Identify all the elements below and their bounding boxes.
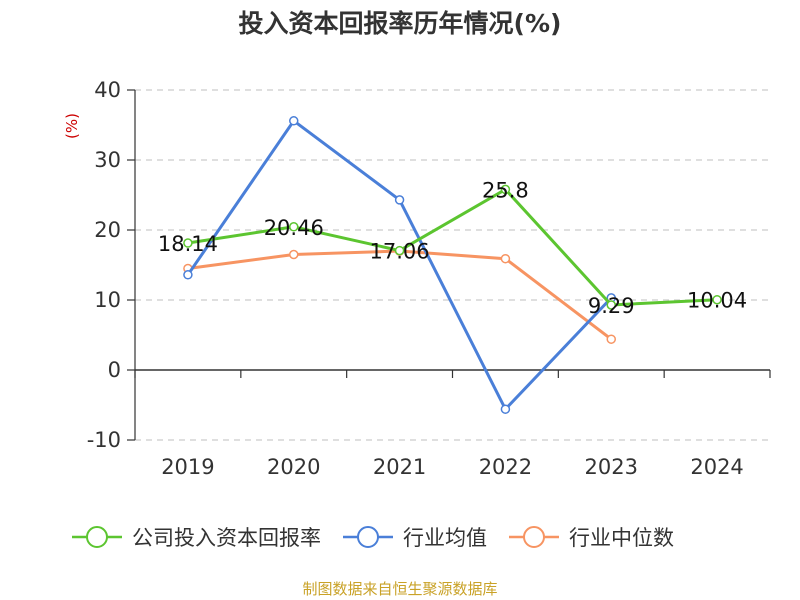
legend-item-1[interactable]: 行业均值 (343, 526, 487, 550)
data-point-0 (712, 294, 722, 305)
x-tick-label: 2020 (267, 455, 320, 479)
x-tick-label: 2022 (479, 455, 532, 479)
legend-item-0[interactable]: 公司投入资本回报率 (72, 526, 321, 550)
y-tick-label: 40 (94, 78, 121, 102)
x-tick-label: 2019 (161, 455, 214, 479)
legend-label: 行业中位数 (569, 526, 674, 550)
legend-swatch-marker (523, 526, 545, 548)
y-tick-label: 0 (108, 358, 121, 382)
data-point-0 (183, 238, 193, 248)
legend-item-2[interactable]: 行业中位数 (509, 526, 674, 550)
data-point-1 (183, 270, 193, 280)
legend-label: 公司投入资本回报率 (132, 526, 321, 550)
y-axis-unit: (%) (63, 113, 81, 139)
data-labels: 18.14 20.46 17.06 25.8 9.29 10.04 (158, 178, 747, 318)
data-point-0 (606, 300, 616, 310)
data-label: 10.04 (687, 289, 747, 313)
y-tick-label: 30 (94, 148, 121, 172)
x-tick-label: 2024 (690, 455, 743, 479)
data-point-2 (500, 253, 511, 264)
x-axis: 2019 2020 2021 2022 2023 2024 (134, 369, 771, 479)
series-line-2 (187, 249, 613, 341)
chart-title: 投入资本回报率历年情况(%) (239, 9, 562, 38)
data-point-1 (394, 195, 405, 205)
data-point-0 (394, 245, 405, 256)
data-point-1 (289, 116, 299, 126)
data-point-0 (500, 184, 511, 195)
data-label: 9.29 (588, 294, 635, 318)
data-label: 25.8 (482, 178, 529, 202)
data-point-2 (289, 249, 299, 260)
legend: 公司投入资本回报率 行业均值 行业中位数 (72, 526, 674, 550)
series-line-0 (187, 187, 718, 307)
y-axis: 40 30 20 10 0 -10 (87, 78, 136, 452)
data-label: 17.06 (370, 240, 430, 264)
data-point-0 (289, 222, 299, 232)
data-label: 20.46 (264, 216, 324, 240)
y-tick-label: -10 (87, 428, 121, 452)
y-tick-label: 10 (94, 288, 121, 312)
x-tick-label: 2023 (585, 455, 638, 479)
legend-swatch-marker (357, 526, 379, 548)
data-point-2 (606, 334, 616, 344)
x-tick-label: 2021 (373, 455, 426, 479)
data-point-1 (500, 404, 511, 414)
y-tick-label: 20 (94, 218, 121, 242)
series-line-1 (186, 119, 613, 411)
legend-swatch-marker (86, 526, 108, 548)
gridlines (135, 89, 770, 441)
data-label: 18.14 (158, 232, 218, 256)
source-note: 制图数据来自恒生聚源数据库 (302, 580, 497, 598)
legend-label: 行业均值 (403, 526, 487, 550)
series-layer (183, 116, 722, 414)
